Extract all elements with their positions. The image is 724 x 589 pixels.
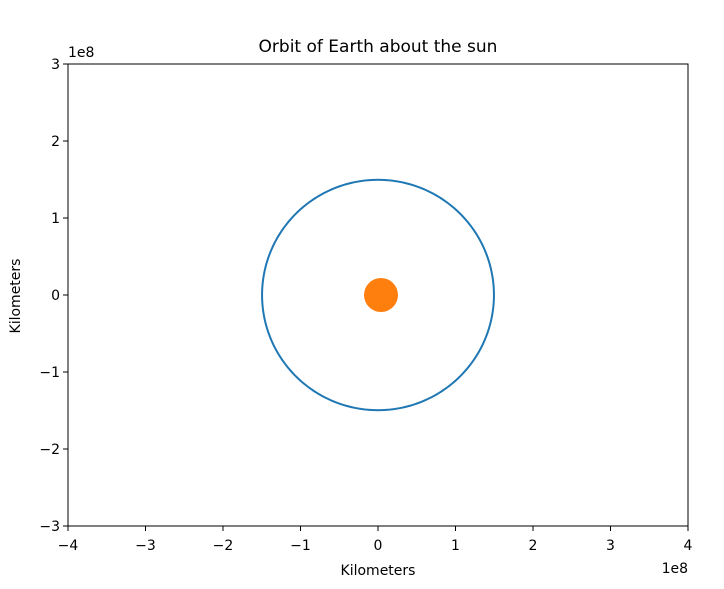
plot-area [261,178,495,412]
x-tick-label: −3 [135,538,156,554]
x-tick-label: 0 [374,538,383,554]
x-axis-label: Kilometers [341,563,416,579]
y-axis-ticks: −3 −2 −1 0 1 2 3 [39,57,68,535]
y-tick-label: 2 [51,134,60,150]
earth-orbit-line [261,178,495,412]
x-axis-ticks: −4 −3 −2 −1 0 1 2 3 4 [58,526,693,554]
sun-marker [364,278,398,312]
x-tick-label: −4 [58,538,79,554]
x-tick-label: 4 [684,538,693,554]
x-tick-label: −2 [213,538,234,554]
y-tick-label: −1 [39,365,60,381]
x-tick-label: 3 [606,538,615,554]
x-tick-label: −1 [290,538,311,554]
y-tick-label: −2 [39,442,60,458]
x-tick-label: 1 [451,538,460,554]
chart-title: Orbit of Earth about the sun [259,37,498,57]
y-tick-label: 1 [51,211,60,227]
y-axis-label: Kilometers [8,259,24,334]
y-tick-label: −3 [39,519,60,535]
y-tick-label: 0 [51,288,60,304]
x-axis-offset-label: 1e8 [662,561,688,577]
y-tick-label: 3 [51,57,60,73]
x-tick-label: 2 [529,538,538,554]
y-axis-offset-label: 1e8 [68,45,94,61]
